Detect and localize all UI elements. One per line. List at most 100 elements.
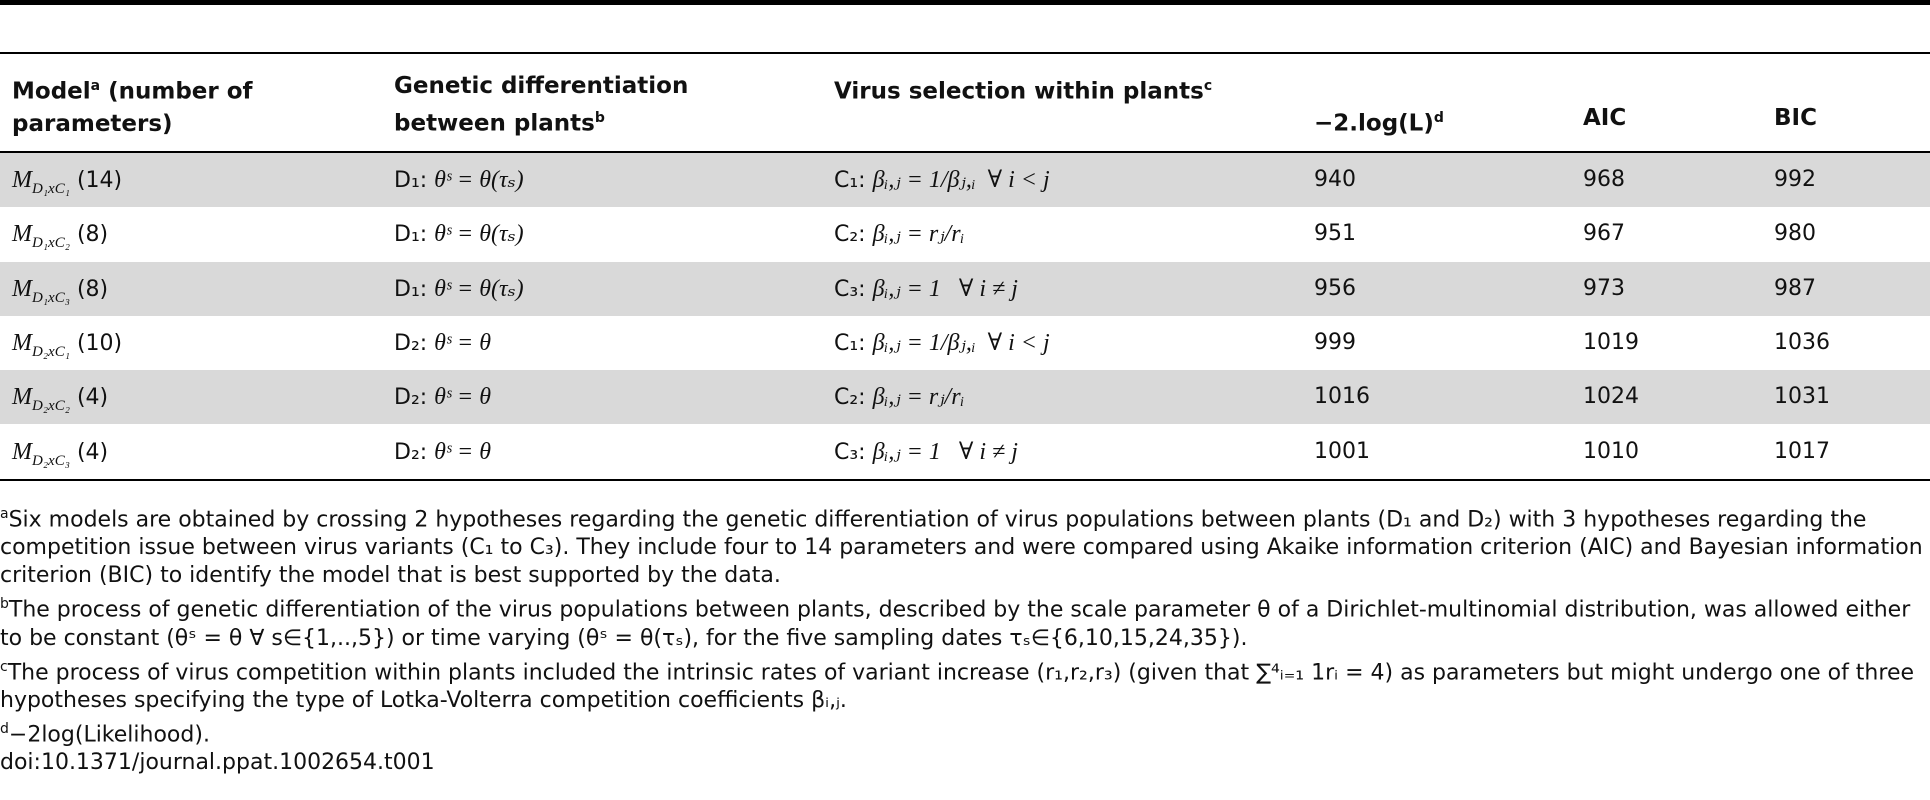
hypothesis-formula: βᵢ,ⱼ = 1/βⱼ,ᵢ ∀ i < j (872, 329, 1050, 356)
value: 980 (1774, 221, 1816, 247)
header-text: BIC (1774, 105, 1817, 131)
hypothesis-formula: βᵢ,ⱼ = rⱼ/rᵢ (872, 384, 965, 411)
cell: 967 (1583, 219, 1625, 249)
footnote-text: The process of virus competition within … (0, 659, 1915, 713)
hypothesis-label: D₂: (394, 330, 428, 356)
header-cell: Virus selection within plantsc (834, 70, 1274, 108)
model-symbol: M (12, 221, 32, 248)
value: 956 (1314, 275, 1356, 301)
cell: MD₂xC₃ (4) (12, 437, 108, 476)
cell: MD₂xC₁ (10) (12, 328, 122, 367)
hypothesis-formula: βᵢ,ⱼ = 1 ∀ i ≠ j (872, 438, 1018, 465)
hypothesis-label: C₃: (834, 276, 866, 302)
cell: D₁: θˢ = θ(τₛ) (394, 274, 524, 305)
cell: MD₂xC₂ (4) (12, 382, 108, 421)
cell: D₂: θˢ = θ (394, 437, 491, 468)
model-subscript: D₁xC₃ (32, 289, 70, 306)
table-row: MD₂xC₃ (4) D₂: θˢ = θ C₃: βᵢ,ⱼ = 1 ∀ i ≠ j… (0, 424, 1930, 479)
cell: 1019 (1583, 328, 1639, 358)
header-text: AIC (1583, 105, 1627, 131)
hypothesis-formula: βᵢ,ⱼ = 1/βⱼ,ᵢ ∀ i < j (872, 167, 1050, 193)
cell: 992 (1774, 165, 1816, 195)
cell: 1016 (1314, 382, 1370, 412)
model-symbol: M (12, 438, 32, 465)
cell: 1017 (1774, 437, 1830, 467)
cell: 951 (1314, 219, 1356, 249)
cell: 968 (1583, 165, 1625, 195)
value: 967 (1583, 221, 1625, 247)
cell: C₃: βᵢ,ⱼ = 1 ∀ i ≠ j (834, 437, 1018, 468)
cell: 1031 (1774, 382, 1830, 412)
model-subscript: D₁xC₁ (32, 181, 70, 197)
cell: 1036 (1774, 328, 1830, 358)
parameter-count: (8) (76, 276, 109, 302)
header-cell: BIC (1774, 102, 1924, 134)
model-symbol: M (12, 275, 32, 302)
header-cell: AIC (1583, 102, 1753, 134)
model-subscript: D₂xC₃ (32, 452, 70, 469)
hypothesis-label: D₁: (394, 222, 428, 248)
footnote: d−2log(Likelihood). (0, 715, 1925, 749)
parameter-count: (4) (76, 439, 109, 465)
cell: 1001 (1314, 437, 1370, 467)
model-subscript: D₂xC₂ (32, 398, 70, 415)
cell: D₂: θˢ = θ (394, 328, 491, 359)
footnote-text: −2log(Likelihood). (8, 722, 210, 748)
value: 1010 (1583, 438, 1639, 464)
doi: doi:10.1371/journal.ppat.1002654.t001 (0, 750, 435, 776)
footnotes: aSix models are obtained by crossing 2 h… (0, 500, 1925, 777)
cell: MD₁xC₁ (14) (12, 165, 122, 204)
model-symbol: M (12, 384, 32, 411)
hypothesis-label: C₂: (834, 222, 866, 248)
header-text: −2.log(L) (1314, 110, 1434, 137)
cell: 956 (1314, 274, 1356, 304)
cell: 973 (1583, 274, 1625, 304)
footnote: cThe process of virus competition within… (0, 653, 1925, 715)
cell: D₁: θˢ = θ(τₛ) (394, 165, 524, 196)
hypothesis-label: D₂: (394, 439, 428, 465)
footnote-mark: c (1203, 78, 1213, 94)
value: 968 (1583, 167, 1625, 192)
header-text: Virus selection within plants (834, 78, 1204, 105)
hypothesis-label: C₂: (834, 385, 866, 411)
hypothesis-label: C₁: (834, 330, 866, 356)
value: 973 (1583, 275, 1625, 301)
value: 987 (1774, 275, 1816, 301)
footnote-mark: d (1433, 110, 1444, 126)
value: 1016 (1314, 384, 1370, 410)
hypothesis-label: D₁: (394, 276, 428, 302)
header-text: Model (12, 78, 91, 105)
model-symbol: M (12, 329, 32, 356)
cell: D₂: θˢ = θ (394, 382, 491, 413)
table-bottom-rule (0, 479, 1930, 481)
footnote: bThe process of genetic differentiation … (0, 590, 1925, 652)
value: 1017 (1774, 438, 1830, 464)
cell: C₁: βᵢ,ⱼ = 1/βⱼ,ᵢ ∀ i < j (834, 165, 1050, 196)
cell: C₃: βᵢ,ⱼ = 1 ∀ i ≠ j (834, 274, 1018, 305)
hypothesis-label: D₂: (394, 385, 428, 411)
header-text: (number of parameters) (12, 78, 253, 137)
header-bottom-rule (0, 151, 1930, 153)
header-cell: Modela (number of parameters) (12, 70, 352, 140)
cell: 1024 (1583, 382, 1639, 412)
header-cell: −2.log(L)d (1314, 102, 1554, 140)
footnote-mark: b (594, 110, 605, 126)
hypothesis-formula: θˢ = θ (434, 438, 492, 465)
cell: 940 (1314, 165, 1356, 195)
cell: MD₁xC₃ (8) (12, 274, 108, 313)
parameter-count: (8) (76, 222, 109, 248)
top-rule (0, 0, 1930, 5)
footnote-mark: c (0, 658, 8, 675)
hypothesis-label: C₃: (834, 439, 866, 465)
cell: 980 (1774, 219, 1816, 249)
table-row: MD₂xC₂ (4) D₂: θˢ = θ C₂: βᵢ,ⱼ = rⱼ/rᵢ 1016… (0, 370, 1930, 425)
table-row: MD₁xC₁ (14) D₁: θˢ = θ(τₛ) C₁: βᵢ,ⱼ = 1/βⱼ… (0, 153, 1930, 207)
cell: MD₁xC₂ (8) (12, 219, 108, 258)
model-subscript: D₂xC₁ (32, 343, 70, 360)
footnote-text: The process of genetic differentiation o… (0, 597, 1911, 651)
hypothesis-formula: βᵢ,ⱼ = 1 ∀ i ≠ j (872, 275, 1018, 302)
footnote-mark: b (0, 596, 9, 613)
value: 951 (1314, 221, 1356, 247)
cell: 999 (1314, 328, 1356, 358)
cell: D₁: θˢ = θ(τₛ) (394, 219, 524, 250)
